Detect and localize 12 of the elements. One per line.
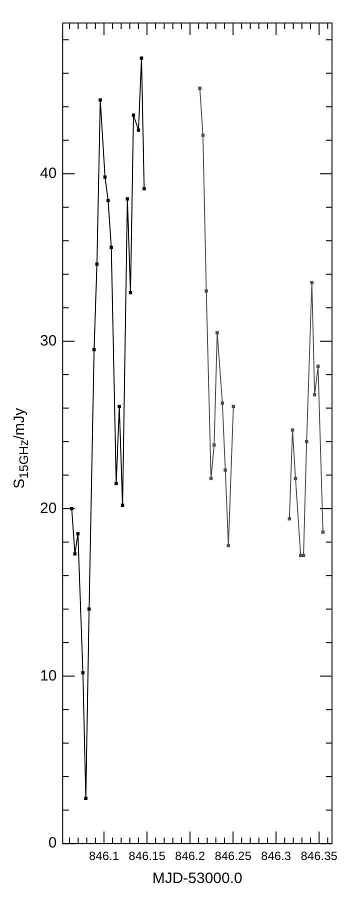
x-tick-label: 846.25 <box>214 849 252 864</box>
y-tick-label: 20 <box>40 500 57 517</box>
x-tick-label: 846.15 <box>128 849 166 864</box>
x-tick-label: 846.3 <box>261 849 292 864</box>
x-tick-label: 846.35 <box>300 849 338 864</box>
x-tick-label: 846.2 <box>175 849 206 864</box>
y-tick-label: 30 <box>40 332 57 350</box>
y-tick-label: 40 <box>40 164 57 182</box>
x-axis-title: MJD-53000.0 <box>152 870 242 888</box>
x-tick-label: 846.1 <box>88 849 120 864</box>
y-tick-label: 10 <box>40 667 57 684</box>
y-tick-label: 0 <box>48 834 57 852</box>
